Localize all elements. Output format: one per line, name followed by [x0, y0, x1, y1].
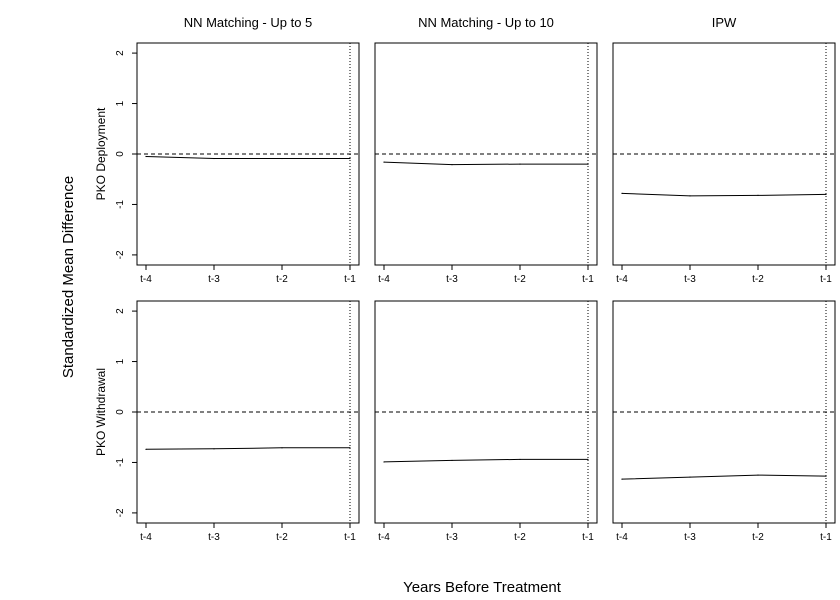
panel-pko-withdrawal-nn-matching-up-to-5: t-4 t-3 t-2 t-1 2 1 0 -1 -2: [115, 300, 360, 543]
panel-pko-withdrawal-ipw: t-4 t-3 t-2 t-1: [612, 300, 836, 543]
panel-grid: NN Matching - Up to 5 NN Matching - Up to…: [94, 15, 836, 543]
x-tick-label: t-4: [140, 532, 152, 543]
series-line: [145, 156, 350, 159]
x-tick-label: t-1: [820, 532, 832, 543]
series-line: [383, 161, 588, 166]
data-point-t-1: [349, 157, 351, 160]
data-point-t-3: [689, 476, 691, 478]
x-tick-label: t-1: [582, 532, 594, 543]
data-point-t-3: [689, 195, 691, 197]
data-point-t-2: [281, 157, 283, 160]
panel-pko-deployment-nn-matching-up-to-10: t-4 t-3 t-2 t-1: [374, 42, 598, 285]
row-label-pko-withdrawal: PKO Withdrawal: [94, 368, 108, 456]
data-point-t-2: [519, 163, 521, 165]
data-point-t-3: [213, 157, 215, 160]
panel-pko-deployment-nn-matching-up-to-5: t-4 t-3 t-2 t-1 2 1 0 -1 -2: [115, 42, 360, 285]
x-tick-label: t-1: [820, 274, 832, 285]
column-title-ipw: IPW: [712, 15, 737, 30]
y-tick-label: -2: [115, 250, 126, 259]
x-tick-label: t-1: [344, 532, 356, 543]
data-point-t-3: [213, 448, 215, 450]
x-tick-label: t-4: [616, 532, 628, 543]
x-tick-label: t-3: [684, 274, 696, 285]
x-tick-label: t-1: [582, 274, 594, 285]
x-tick-label: t-3: [684, 532, 696, 543]
series-line: [145, 447, 350, 450]
series-line: [383, 458, 588, 463]
y-tick-label: 0: [115, 409, 126, 415]
y-tick-label: -2: [115, 508, 126, 517]
data-point-t-1: [587, 458, 589, 461]
data-point-t-4: [621, 478, 623, 480]
x-tick-label: t-2: [276, 532, 288, 543]
x-tick-label: t-3: [446, 274, 458, 285]
data-point-t-4: [145, 448, 147, 450]
data-point-t-1: [349, 447, 351, 449]
y-axis-title: Standardized Mean Difference: [60, 176, 77, 378]
y-tick-label: 2: [115, 50, 126, 56]
data-point-t-2: [757, 474, 759, 476]
x-tick-label: t-2: [752, 532, 764, 543]
data-point-t-2: [757, 194, 759, 196]
x-tick-label: t-3: [208, 532, 220, 543]
row-label-pko-deployment: PKO Deployment: [94, 107, 108, 200]
x-tick-label: t-3: [208, 274, 220, 285]
y-tick-label: 0: [115, 151, 126, 157]
column-title-nn-matching-up-to-10: NN Matching - Up to 10: [418, 15, 554, 30]
data-point-t-4: [145, 155, 147, 158]
x-tick-label: t-3: [446, 532, 458, 543]
x-axis-title: Years Before Treatment: [403, 579, 562, 596]
y-tick-label: -1: [115, 458, 126, 467]
data-point-t-3: [451, 163, 453, 166]
data-point-t-4: [383, 461, 385, 463]
data-point-t-1: [825, 475, 827, 477]
data-point-t-4: [621, 192, 623, 194]
x-tick-label: t-2: [514, 532, 526, 543]
data-point-t-4: [383, 161, 385, 163]
x-tick-label: t-2: [752, 274, 764, 285]
data-point-t-2: [519, 458, 521, 461]
y-tick-label: -1: [115, 200, 126, 209]
x-tick-label: t-4: [378, 532, 390, 543]
x-tick-label: t-2: [276, 274, 288, 285]
x-tick-label: t-4: [616, 274, 628, 285]
x-tick-label: t-1: [344, 274, 356, 285]
series-line: [621, 192, 827, 197]
y-tick-label: 1: [115, 100, 126, 106]
panel-pko-withdrawal-nn-matching-up-to-10: t-4 t-3 t-2 t-1: [374, 300, 598, 543]
series-line: [621, 474, 827, 480]
data-point-t-1: [587, 163, 589, 165]
y-tick-label: 1: [115, 358, 126, 364]
panel-pko-deployment-ipw: t-4 t-3 t-2 t-1: [612, 42, 836, 285]
data-point-t-2: [281, 447, 283, 449]
data-point-t-1: [825, 193, 827, 195]
x-tick-label: t-2: [514, 274, 526, 285]
x-tick-label: t-4: [140, 274, 152, 285]
x-tick-label: t-4: [378, 274, 390, 285]
column-title-nn-matching-up-to-5: NN Matching - Up to 5: [184, 15, 313, 30]
data-point-t-3: [451, 459, 453, 462]
y-tick-label: 2: [115, 308, 126, 314]
